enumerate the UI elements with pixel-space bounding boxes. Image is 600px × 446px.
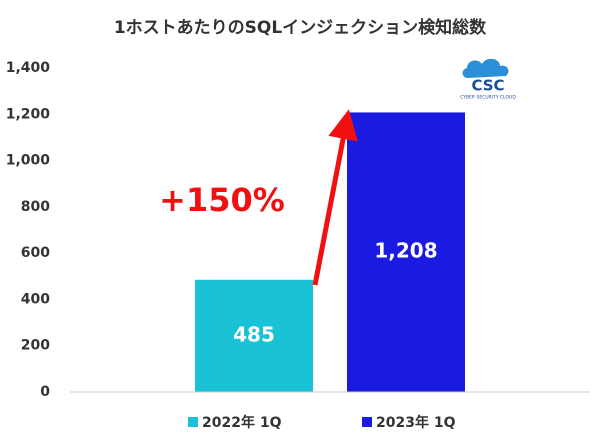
legend-label: 2022年 1Q — [202, 414, 282, 431]
bar — [195, 279, 313, 392]
annotation: +150% — [159, 181, 285, 219]
value-label: 485 — [233, 322, 275, 346]
logo-text: CSC — [471, 77, 504, 95]
y-tick-label: 1,200 — [6, 106, 51, 122]
logo: CSC CYBER SECURITY CLOUD — [460, 58, 516, 101]
growth-arrow — [312, 109, 358, 286]
y-tick-label: 200 — [21, 338, 50, 354]
legend-swatch — [362, 417, 372, 427]
y-tick-label: 1,000 — [6, 153, 51, 169]
value-label: 1,208 — [374, 239, 437, 263]
legend-swatch — [188, 417, 198, 427]
chart-title: 1ホストあたりのSQLインジェクション検知総数 — [114, 17, 487, 38]
y-tick-label: 600 — [21, 245, 50, 261]
y-tick-label: 800 — [21, 199, 50, 215]
legend-label: 2023年 1Q — [376, 414, 456, 431]
logo-subtext: CYBER SECURITY CLOUD — [460, 95, 516, 101]
y-tick-label: 400 — [21, 291, 50, 307]
bar — [347, 112, 465, 392]
logo-cloud — [462, 58, 509, 78]
y-tick-label: 1,400 — [6, 60, 51, 76]
y-tick-label: 0 — [40, 384, 50, 400]
